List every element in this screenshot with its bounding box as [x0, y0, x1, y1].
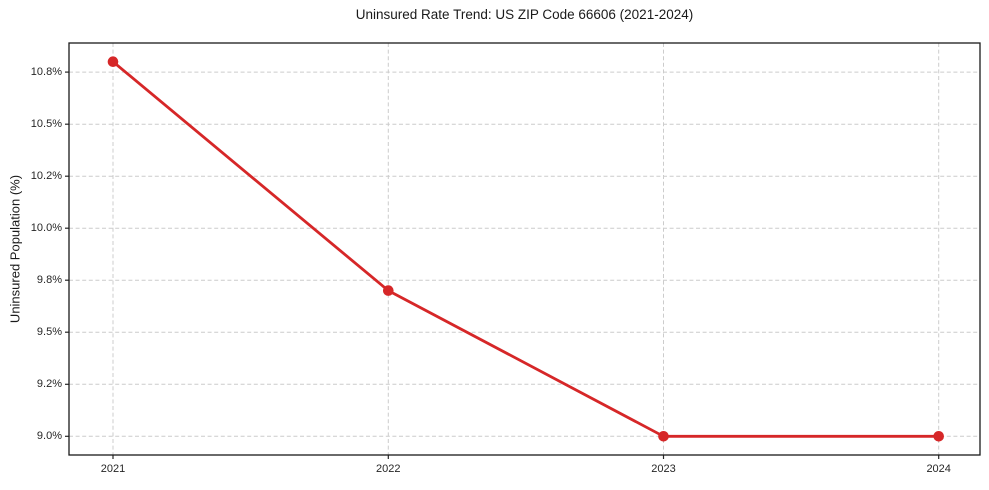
chart-title: Uninsured Rate Trend: US ZIP Code 66606 …	[355, 7, 694, 22]
data-point-marker	[383, 285, 394, 296]
data-point-marker	[658, 431, 669, 442]
trend-line	[111, 60, 941, 438]
data-point-marker	[107, 56, 119, 67]
plot-border	[68, 42, 981, 456]
data-point-marker	[933, 431, 944, 442]
